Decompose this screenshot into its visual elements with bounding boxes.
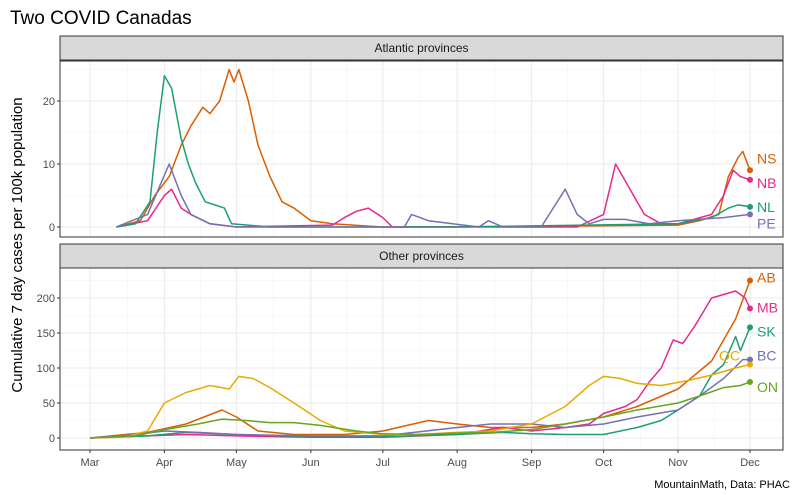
series-endpoint-ON	[747, 379, 753, 385]
y-tick-label: 50	[43, 398, 55, 410]
series-endpoint-QC	[747, 361, 753, 368]
series-line-NB	[116, 163, 751, 228]
chart-title: Two COVID Canadas	[10, 8, 192, 29]
panel-strip	[59, 35, 784, 61]
series-label-NS: NS	[757, 150, 776, 166]
x-tick-label: Aug	[447, 457, 467, 469]
x-tick-label: Dec	[740, 457, 760, 469]
x-tick-label: Oct	[595, 457, 612, 469]
series-endpoint-BC	[747, 356, 753, 363]
series-label-NL: NL	[757, 199, 775, 215]
series-line-ON	[89, 381, 751, 439]
series-endpoint-AB	[747, 277, 753, 284]
series-label-AB: AB	[757, 270, 776, 286]
x-tick-label: Mar	[81, 457, 100, 469]
y-tick-label: 20	[43, 96, 55, 108]
panel-border	[59, 60, 784, 238]
y-tick-label: 10	[43, 159, 55, 171]
panel-border	[59, 267, 784, 451]
panel-strip-label: Other provinces	[379, 249, 464, 263]
series-endpoint-NL	[747, 203, 753, 210]
x-tick-label: Sep	[522, 457, 542, 469]
y-tick-label: 150	[37, 328, 55, 340]
series-label-QC: QC	[719, 348, 740, 364]
series-line-PE	[116, 163, 751, 228]
y-axis-label: Cumulative 7 day cases per 100k populati…	[9, 97, 26, 392]
panel-strip-label: Atlantic provinces	[374, 41, 468, 55]
series-endpoint-NB	[747, 176, 753, 183]
panel-background	[60, 61, 783, 237]
y-tick-label: 200	[37, 293, 55, 305]
series-label-BC: BC	[757, 348, 776, 364]
series-label-NB: NB	[757, 175, 776, 191]
x-tick-label: Apr	[156, 457, 173, 469]
series-line-BC	[89, 358, 750, 439]
series-line-AB	[89, 280, 751, 439]
series-label-PE: PE	[757, 215, 776, 231]
series-endpoint-SK	[747, 324, 753, 331]
caption: MountainMath, Data: PHAC	[654, 479, 790, 491]
y-tick-label: 0	[49, 222, 55, 234]
series-line-MB	[89, 290, 751, 439]
y-tick-label: 100	[37, 363, 55, 375]
series-endpoint-PE	[747, 211, 753, 218]
y-tick-label: 0	[49, 433, 55, 445]
x-tick-label: Nov	[668, 457, 688, 469]
panel-strip	[59, 243, 784, 269]
x-tick-label: May	[226, 457, 247, 469]
series-endpoint-MB	[747, 305, 753, 312]
x-tick-label: Jun	[302, 457, 320, 469]
x-tick-label: Jul	[376, 457, 390, 469]
series-label-SK: SK	[757, 323, 776, 339]
series-endpoint-NS	[747, 167, 753, 174]
series-label-ON: ON	[757, 379, 778, 395]
series-label-MB: MB	[757, 300, 778, 316]
